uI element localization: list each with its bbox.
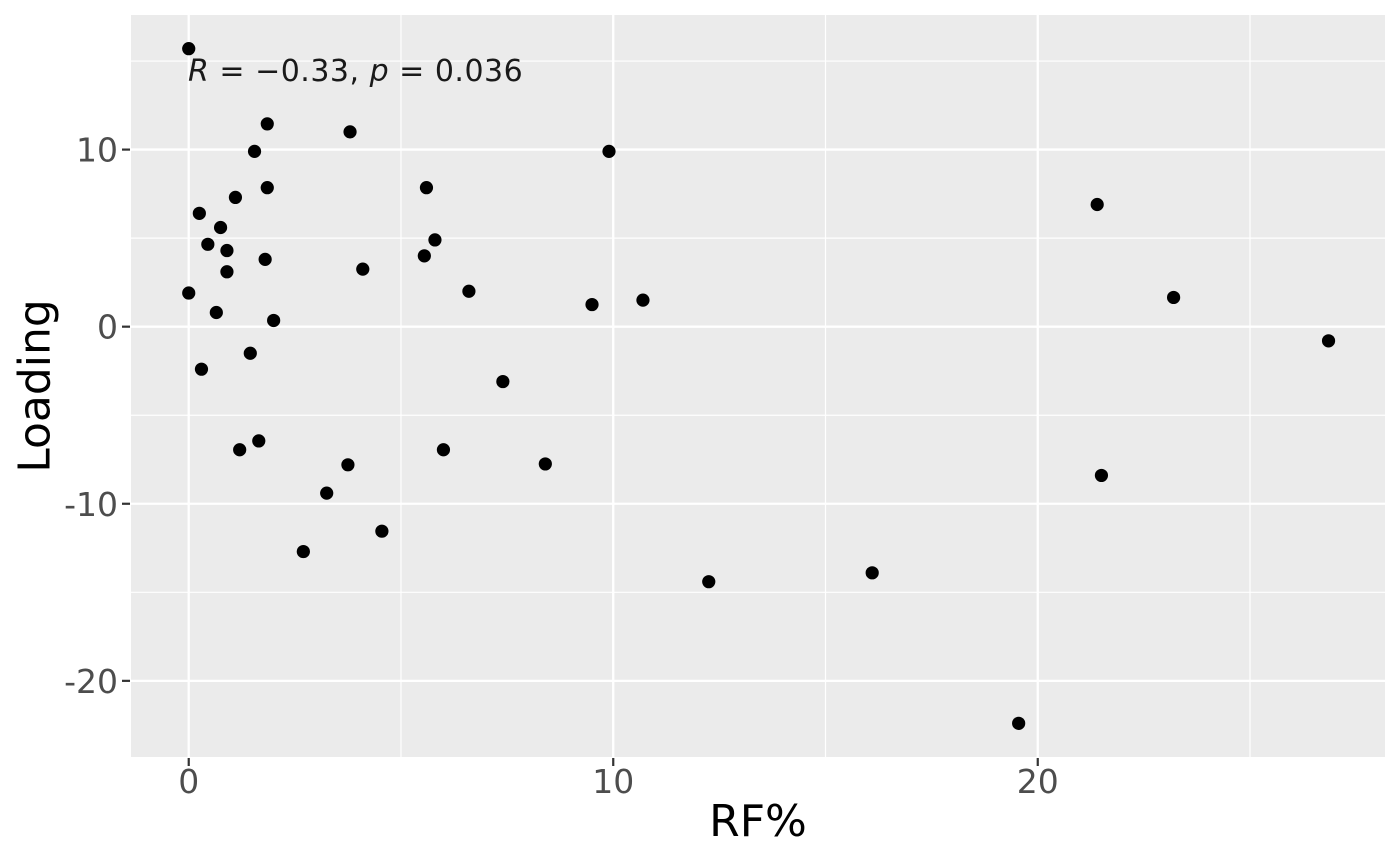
panel-background <box>131 15 1385 757</box>
data-point <box>228 190 243 205</box>
data-point <box>247 144 262 158</box>
x-axis-title: RF% <box>709 796 807 847</box>
data-point <box>1166 290 1181 305</box>
data-point <box>213 220 228 235</box>
data-point <box>252 434 266 448</box>
annotation-r-symbol: R <box>188 54 210 89</box>
data-point <box>182 42 196 56</box>
data-point <box>320 486 334 500</box>
correlation-annotation: R = −0.33, p = 0.036 <box>188 54 523 89</box>
annotation-p-value: = 0.036 <box>389 54 524 89</box>
data-point <box>296 544 310 559</box>
y-tick-label: 10 <box>76 131 118 170</box>
data-point <box>267 313 281 328</box>
data-point <box>260 117 274 131</box>
data-point <box>419 181 434 195</box>
data-point <box>702 575 716 589</box>
data-point <box>1012 716 1026 730</box>
data-point <box>585 297 599 312</box>
data-point <box>356 262 370 276</box>
x-tick-label: 20 <box>1017 762 1059 801</box>
y-tick-label: 0 <box>97 308 118 347</box>
data-point <box>602 144 616 158</box>
data-point <box>260 181 274 195</box>
data-point <box>417 249 431 263</box>
data-point <box>243 346 257 360</box>
x-tick-label: 10 <box>592 762 634 801</box>
data-point <box>341 458 355 472</box>
data-point <box>1321 334 1336 348</box>
data-point <box>192 206 206 220</box>
data-point <box>209 305 223 320</box>
data-point <box>428 233 442 247</box>
data-point <box>538 457 552 471</box>
y-axis-title: Loading <box>9 299 61 473</box>
annotation-p-symbol: p <box>369 54 390 89</box>
data-point <box>220 243 234 258</box>
data-point <box>375 524 389 538</box>
data-point <box>462 284 476 298</box>
data-point <box>194 362 209 376</box>
data-point <box>1090 197 1104 212</box>
data-point <box>201 237 215 251</box>
data-point <box>343 125 357 139</box>
data-point <box>220 265 234 279</box>
y-tick-label: -20 <box>64 662 118 701</box>
data-point <box>496 374 510 389</box>
data-point <box>182 286 196 300</box>
data-point <box>233 443 247 457</box>
data-point <box>865 566 879 580</box>
data-point <box>436 443 451 457</box>
annotation-r-value: = −0.33, <box>209 54 370 89</box>
x-tick-label: 0 <box>178 762 199 801</box>
y-tick-label: -10 <box>64 485 118 524</box>
data-point <box>258 252 272 266</box>
data-point <box>1094 468 1109 483</box>
data-point <box>636 293 650 307</box>
